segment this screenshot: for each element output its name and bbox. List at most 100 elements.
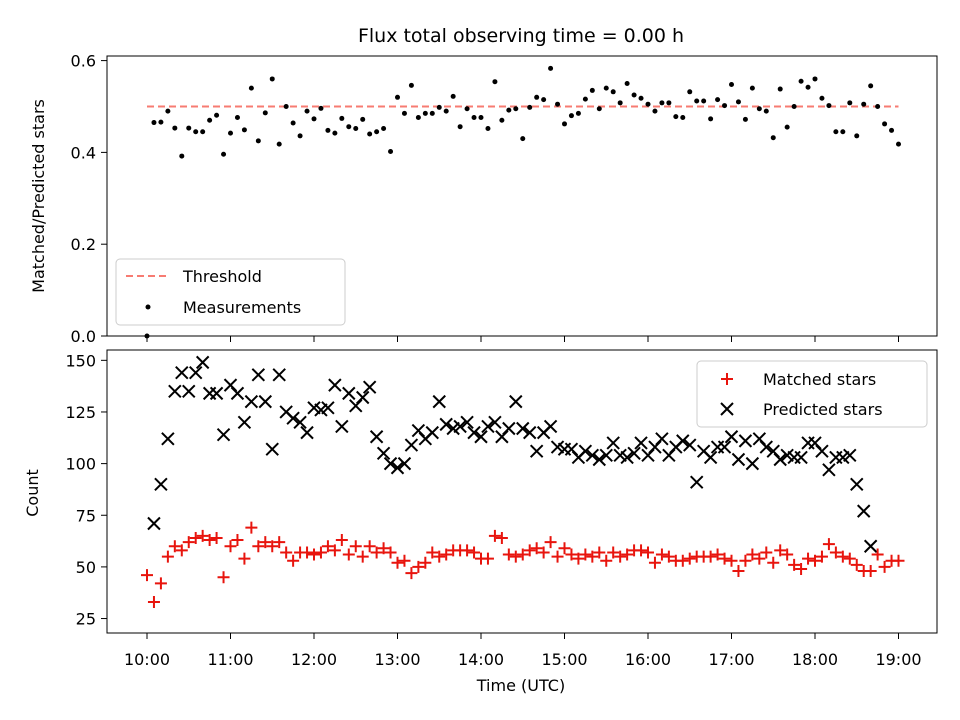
measurement-point: [193, 129, 199, 135]
measurement-point: [429, 110, 435, 116]
measurement-point: [694, 98, 700, 104]
matched-point: [196, 529, 209, 542]
predicted-point: [300, 425, 314, 440]
matched-point: [878, 560, 891, 573]
measurement-point: [582, 96, 588, 102]
measurement-point: [882, 121, 888, 127]
measurement-point: [701, 98, 707, 104]
predicted-point: [258, 394, 272, 409]
measurement-point: [214, 112, 220, 118]
predicted-point: [850, 477, 864, 491]
predicted-legend-swatch: [720, 402, 734, 416]
measurement-point: [207, 117, 213, 123]
measurement-point: [151, 120, 157, 126]
matched-point: [635, 544, 648, 557]
measurement-point: [868, 83, 874, 89]
matched-point: [398, 554, 411, 567]
measurement-point: [708, 116, 714, 122]
matched-point: [461, 544, 474, 557]
measurement-point: [541, 97, 547, 103]
measurement-point: [715, 97, 721, 103]
measurement-point: [241, 127, 247, 133]
predicted-point: [829, 450, 843, 465]
predicted-point: [717, 440, 732, 454]
bottom-y-tick-label: 25: [76, 610, 96, 629]
matched-point: [621, 548, 634, 561]
measurement-point: [304, 108, 310, 114]
predicted-legend-label: Predicted stars: [763, 400, 883, 419]
matched-point: [739, 554, 752, 567]
predicted-point: [676, 434, 690, 448]
measurement-point: [812, 76, 818, 82]
measurement-point: [360, 116, 366, 122]
matched-point: [231, 534, 244, 547]
measurement-point: [186, 125, 192, 131]
matched-point: [753, 552, 766, 565]
measurement-point: [631, 92, 637, 98]
predicted-point: [161, 432, 175, 446]
measurement-point: [770, 135, 776, 141]
matched-point: [767, 556, 780, 569]
predicted-point: [731, 452, 746, 467]
predicted-point: [523, 425, 537, 440]
measurement-point: [624, 81, 630, 87]
measurement-point: [297, 133, 303, 139]
measurement-point: [513, 106, 519, 112]
predicted-point: [383, 456, 398, 471]
bottom-y-tick-label: 75: [76, 506, 96, 525]
matched-point: [405, 567, 418, 580]
matched-point: [843, 552, 856, 565]
chart-title: Flux total observing time = 0.00 h: [358, 25, 684, 47]
predicted-point: [599, 448, 613, 463]
matched-point: [370, 546, 383, 559]
measurement-point: [798, 78, 804, 84]
matched-point: [676, 554, 689, 567]
measurement-point: [659, 100, 665, 106]
measurement-point: [791, 103, 797, 109]
matched-point: [815, 550, 828, 563]
measurement-point: [756, 106, 762, 112]
matched-point: [168, 540, 181, 553]
bottom-legend: Matched stars Predicted stars: [696, 360, 928, 428]
measurement-point: [589, 87, 595, 93]
predicted-point: [202, 386, 217, 401]
top-axes-frame: [106, 55, 938, 337]
measurement-point: [889, 127, 895, 133]
predicted-point: [683, 438, 697, 452]
predicted-point: [209, 386, 224, 401]
predicted-point: [724, 430, 739, 444]
matched-point: [565, 548, 578, 561]
matched-point: [301, 546, 314, 559]
predicted-point: [328, 378, 342, 392]
x-tick-label: 14:00: [458, 650, 504, 669]
predicted-point: [168, 384, 182, 399]
measurement-point: [221, 151, 227, 157]
matched-point: [175, 544, 188, 557]
measurement-point: [234, 115, 240, 121]
matched-point: [335, 534, 348, 547]
matched-point: [245, 521, 258, 534]
measurement-point: [499, 117, 505, 123]
bottom-y-tick-label: 50: [76, 558, 96, 577]
measurement-point: [729, 81, 734, 87]
x-tick-label: 10:00: [124, 650, 170, 669]
matched-point: [391, 556, 404, 569]
matched-point: [426, 546, 439, 559]
measurement-point: [332, 130, 338, 136]
predicted-point: [502, 421, 516, 436]
measurement-point: [401, 110, 407, 116]
matched-point: [224, 540, 237, 553]
predicted-point: [481, 419, 495, 434]
measurement-point: [568, 113, 574, 119]
matched-point: [774, 544, 787, 557]
predicted-point: [453, 419, 467, 434]
predicted-point: [529, 444, 544, 458]
bottom-y-tick-label: 150: [65, 351, 96, 370]
matched-point: [481, 552, 494, 565]
measurement-point: [777, 86, 783, 92]
measurement-point: [645, 101, 651, 107]
matched-point: [530, 542, 543, 555]
measurement-point: [687, 89, 693, 95]
matched-point: [182, 536, 195, 549]
predicted-point: [175, 366, 189, 380]
